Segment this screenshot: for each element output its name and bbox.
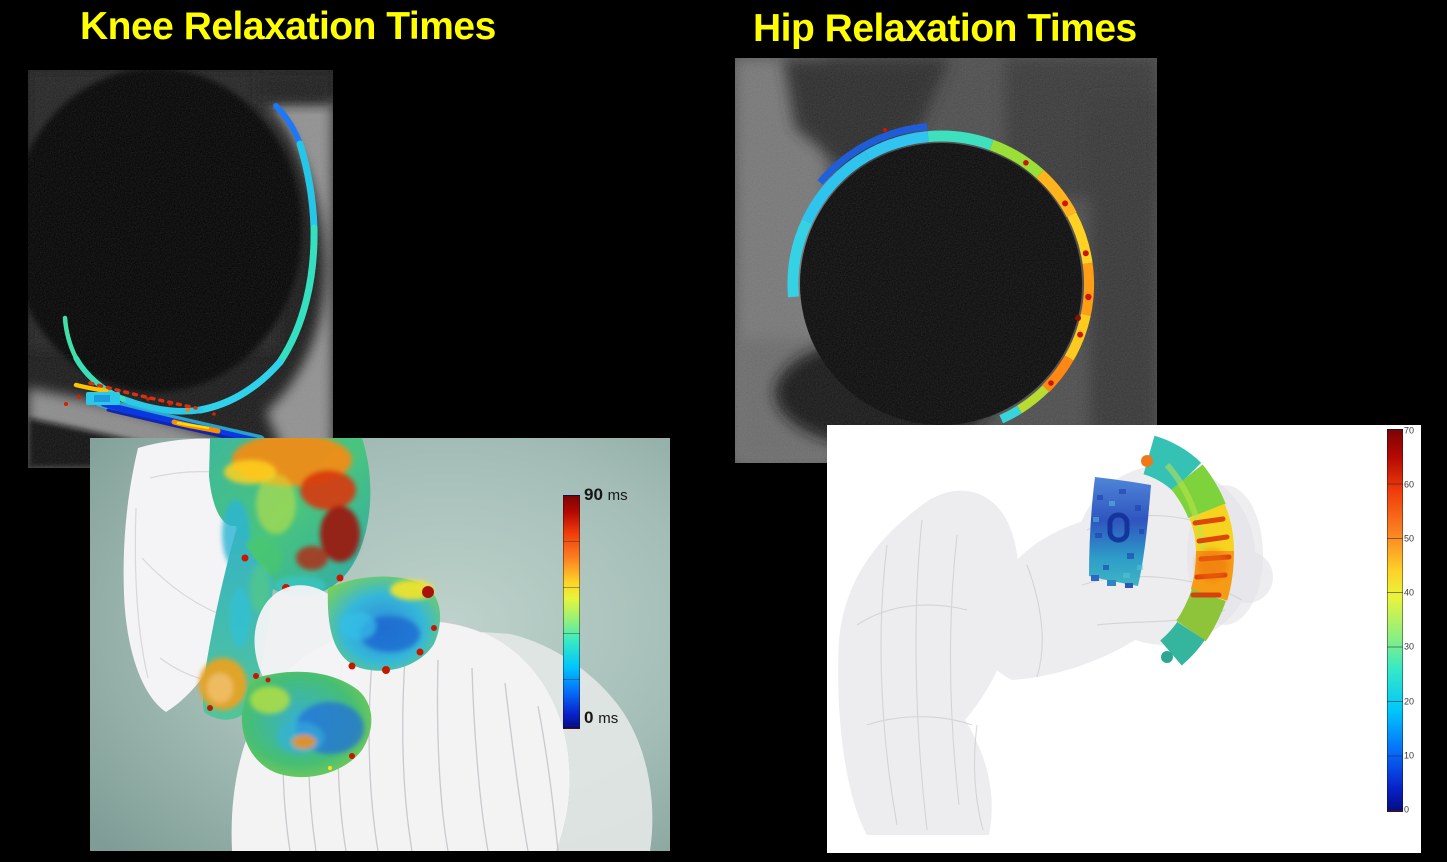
- hip-colorbar-tick: 40: [1404, 587, 1415, 598]
- hip-cartilage-strip: [1142, 435, 1234, 666]
- hip-cartilage-patch-blue: [1089, 477, 1151, 588]
- knee-colorbar: [563, 495, 580, 729]
- min-unit: ms: [598, 710, 619, 727]
- knee-cartilage-overlay: [62, 103, 318, 446]
- knee-section-title: Knee Relaxation Times: [80, 5, 496, 48]
- knee-colorbar-min-label: 0 ms: [584, 709, 618, 728]
- hip-hotspot-dots: [882, 127, 1092, 386]
- hip-3d-graphic: [827, 425, 1421, 853]
- knee-colorbar-max-label: 90 ms: [584, 486, 628, 505]
- hip-colorbar-tick: 50: [1404, 533, 1415, 544]
- patch-glyph: [1107, 512, 1130, 543]
- knee-mri-t2-map-image: [28, 70, 333, 468]
- hip-colorbar-tick: 0: [1404, 804, 1410, 815]
- hip-colorbar-tick: 10: [1404, 750, 1415, 761]
- hip-mri-t2-map-image: [735, 58, 1157, 463]
- tibial-cartilage-map-medial: [241, 671, 372, 778]
- hip-section-title: Hip Relaxation Times: [753, 7, 1137, 50]
- hip-colorbar-tick: 20: [1404, 696, 1415, 707]
- hip-colorbar-tick: 70: [1404, 425, 1415, 436]
- hip-3d-render: 70 60 50 40 30 20 10 0: [827, 425, 1421, 853]
- min-value: 0: [584, 708, 594, 727]
- knee-mri-graphic: [28, 70, 333, 468]
- hip-colorbar: [1387, 429, 1403, 812]
- hip-mri-graphic: [735, 58, 1157, 463]
- hip-colorbar-tick: 30: [1404, 641, 1415, 652]
- max-unit: ms: [607, 487, 628, 504]
- max-value: 90: [584, 485, 603, 504]
- hip-colorbar-tick: 60: [1404, 479, 1415, 490]
- tibial-cartilage-map-lateral: [327, 576, 441, 674]
- knee-3d-render: 90 ms 0 ms: [90, 438, 670, 851]
- hip-cartilage-overlay: [787, 123, 1095, 424]
- knee-3d-graphic: [90, 438, 670, 851]
